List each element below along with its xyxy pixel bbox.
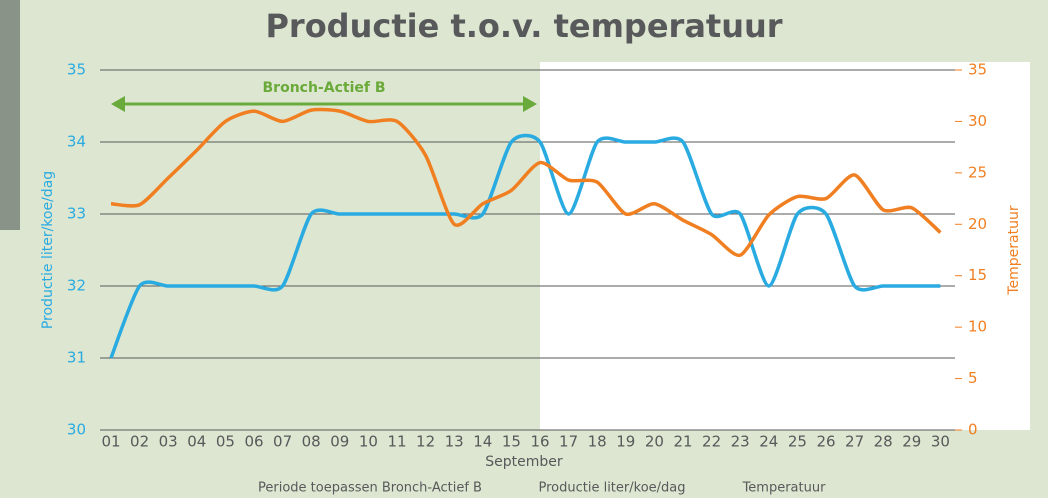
x-tick-label: 28 xyxy=(874,433,893,451)
x-tick-label: 07 xyxy=(273,433,292,451)
x-tick-label: 01 xyxy=(101,433,120,451)
x-tick-label: 16 xyxy=(530,433,549,451)
x-tick-label: 03 xyxy=(159,433,178,451)
y2-tick-label: 35 xyxy=(968,61,987,79)
y2-tick-label: 10 xyxy=(968,318,987,336)
x-tick-label: 15 xyxy=(502,433,521,451)
x-tick-label: 21 xyxy=(673,433,692,451)
x-tick-label: 11 xyxy=(387,433,406,451)
x-tick-label: 23 xyxy=(731,433,750,451)
y-axis-label: Productie liter/koe/dag xyxy=(40,171,56,329)
chart-title: Productie t.o.v. temperatuur xyxy=(265,7,782,45)
y2-tick-label: 15 xyxy=(968,266,987,284)
legend-item: Temperatuur xyxy=(742,481,827,496)
y2-tick-label: 20 xyxy=(968,215,987,233)
x-tick-label: 13 xyxy=(445,433,464,451)
x-tick-label: 20 xyxy=(645,433,664,451)
x-tick-label: 27 xyxy=(845,433,864,451)
x-tick-label: 17 xyxy=(559,433,578,451)
y2-tick-label: 25 xyxy=(968,163,987,181)
y2-tick-label: 0 xyxy=(968,421,978,439)
y-tick-label: 33 xyxy=(67,205,86,223)
legend-item: Productie liter/koe/dag xyxy=(538,481,685,496)
x-tick-label: 02 xyxy=(130,433,149,451)
x-tick-label: 24 xyxy=(759,433,778,451)
series-line xyxy=(110,107,942,257)
y-tick-label: 34 xyxy=(67,133,86,151)
y-tick-label: 35 xyxy=(67,61,86,79)
series-line xyxy=(109,133,941,359)
x-axis-label: September xyxy=(485,454,563,470)
x-tick-label: 12 xyxy=(416,433,435,451)
x-tick-label: 30 xyxy=(931,433,950,451)
x-tick-label: 19 xyxy=(616,433,635,451)
x-tick-label: 09 xyxy=(330,433,349,451)
x-tick-label: 14 xyxy=(473,433,492,451)
x-tick-label: 06 xyxy=(244,433,263,451)
x-tick-label: 04 xyxy=(187,433,206,451)
x-tick-label: 22 xyxy=(702,433,721,451)
x-tick-label: 29 xyxy=(902,433,921,451)
legend-item: Periode toepassen Bronch-Actief B xyxy=(258,481,482,496)
x-tick-label: 05 xyxy=(216,433,235,451)
x-tick-label: 18 xyxy=(588,433,607,451)
y2-tick-label: 5 xyxy=(968,369,978,387)
y-tick-label: 31 xyxy=(67,349,86,367)
photo-edge xyxy=(0,0,20,230)
y-tick-label: 30 xyxy=(67,421,86,439)
x-tick-label: 26 xyxy=(816,433,835,451)
annotation-text: Bronch-Actief B xyxy=(263,80,386,96)
y2-tick-label: 30 xyxy=(968,112,987,130)
x-tick-label: 10 xyxy=(359,433,378,451)
x-tick-label: 25 xyxy=(788,433,807,451)
y2-axis-label: Temperatuur xyxy=(1006,205,1022,295)
y-tick-label: 32 xyxy=(67,277,86,295)
x-tick-label: 08 xyxy=(302,433,321,451)
